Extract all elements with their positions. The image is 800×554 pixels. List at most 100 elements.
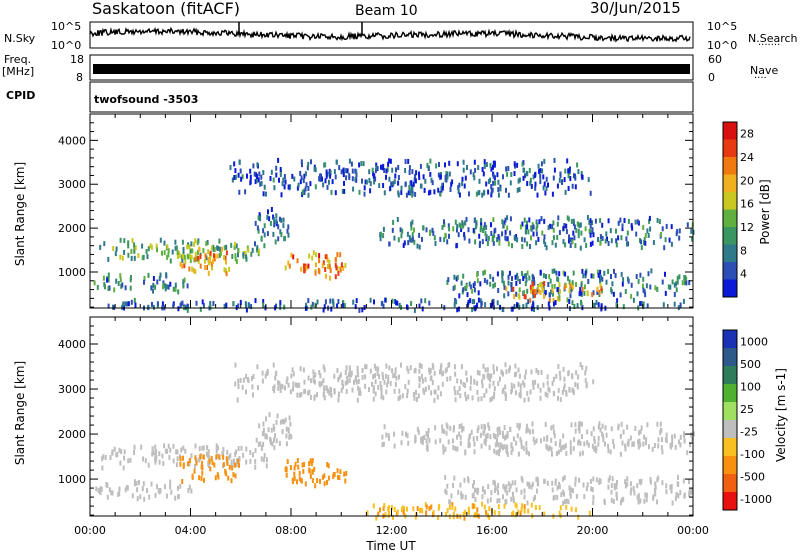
velocity-cell [245,446,248,452]
power-cell [324,273,327,279]
power-cell [640,301,643,306]
power-cell [287,184,290,190]
power-cell [599,218,602,224]
power-cell [465,283,468,289]
power-cell [460,227,463,232]
velocity-cell [254,459,257,465]
velocity-cell [292,381,295,387]
velocity-cell [592,476,595,482]
velocity-cell [539,395,542,401]
velocity-cell [603,498,606,504]
velocity-cell [661,437,663,443]
power-cell [640,245,643,251]
velocity-cell [494,442,497,448]
power-cell [670,241,673,247]
power-cell [351,168,354,174]
power-cell [310,159,312,165]
velocity-cell [412,391,415,397]
velocity-cell [464,391,467,397]
velocity-cell [286,459,289,465]
power-cell [529,244,531,249]
velocity-cell [383,503,386,508]
velocity-cell [557,364,560,369]
power-cell [464,220,467,226]
power-cell [448,233,450,239]
y-tick-label: 1000 [58,473,86,486]
power-cell [482,228,485,233]
power-cell [621,226,624,232]
power-cell [231,177,234,183]
velocity-cell [420,364,423,369]
power-cell [242,252,245,258]
power-cell [182,247,185,252]
velocity-cell [589,478,592,484]
power-cell [503,293,506,299]
power-cell [404,159,407,164]
power-cell [324,299,327,305]
power-cell [533,280,536,286]
velocity-cell [320,380,323,386]
power-cell [483,222,486,228]
power-cell [112,246,115,251]
power-cell [167,284,170,290]
power-cell [498,240,501,246]
power-cell [245,254,248,260]
power-cell [649,226,652,232]
power-cell [414,174,417,179]
power-cell [571,284,574,290]
power-cell [466,292,469,298]
y-tick-label: 4000 [58,338,86,351]
power-cell [526,241,529,247]
power-cell [133,297,136,303]
power-cell [547,182,549,188]
velocity-cell [452,511,455,517]
velocity-cell [604,441,606,447]
power-cell [375,165,378,171]
power-cell [532,302,535,308]
power-cell [549,223,552,229]
velocity-cell [272,423,275,429]
velocity-cell [155,448,158,454]
velocity-cell [612,443,615,449]
power-cell [540,281,543,287]
velocity-cell [515,371,518,377]
velocity-cell [319,373,322,379]
power-cell [545,245,548,251]
velocity-cell [406,388,409,394]
velocity-cell [444,368,447,374]
power-cell [234,168,237,174]
power-cell [307,298,310,304]
velocity-cell [155,454,158,460]
velocity-cell [337,392,340,398]
power-cell [502,280,505,286]
power-cell [151,301,153,307]
velocity-cell [474,487,476,493]
velocity-cell [357,372,360,378]
power-cell [518,187,521,192]
power-cell [304,171,307,177]
power-cell [179,261,182,267]
power-cell [601,288,603,294]
velocity-cell [425,438,428,444]
velocity-cell [471,493,474,499]
velocity-cell [679,434,682,440]
power-cell [141,243,144,249]
velocity-cell [660,445,663,451]
velocity-cell [167,443,170,449]
power-cell [274,239,277,245]
velocity-cell [544,391,547,397]
velocity-cell [119,460,122,466]
power-cell [449,187,452,192]
velocity-cell [610,489,613,495]
velocity-cell [387,378,390,384]
velocity-cell [488,445,491,450]
power-cell [381,165,384,171]
power-cell [513,161,516,167]
velocity-cell [643,434,646,440]
velocity-cell [463,477,466,483]
power-cell [391,227,394,233]
power-cell [597,302,600,308]
power-cell [152,304,155,310]
velocity-cell [493,448,496,454]
velocity-cell [231,465,234,471]
